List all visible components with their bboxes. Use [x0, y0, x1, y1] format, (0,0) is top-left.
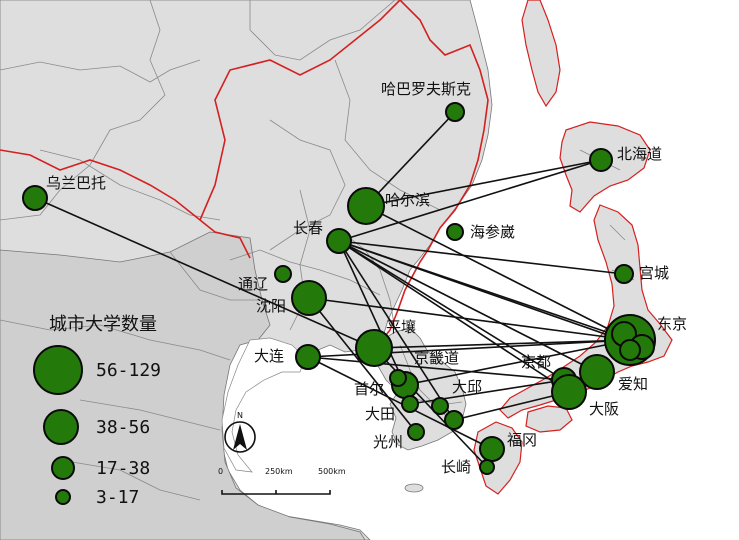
scale-label-0: 0 — [218, 467, 223, 476]
link-dalian-fukuoka — [307, 356, 493, 450]
city-node-harbarovsk[interactable] — [445, 102, 465, 122]
city-label-harbin: 哈尔滨 — [385, 191, 430, 209]
north-arrow-label: N — [237, 411, 243, 420]
north-arrow: N — [224, 411, 256, 453]
city-label-gyeonggi: 京畿道 — [414, 349, 459, 367]
network-links — [34, 111, 643, 468]
legend: 城市大学数量 56-129 38-56 17-38 3-17 — [33, 314, 161, 508]
sakhalin-island — [521, 0, 561, 108]
city-node-vladivostok[interactable] — [446, 223, 464, 241]
north-arrow-needle — [233, 424, 247, 450]
city-label-miyagi: 宫城 — [639, 264, 669, 282]
city-label-hokkaido: 北海道 — [617, 145, 662, 163]
legend-symbol-38-56 — [43, 409, 79, 445]
city-label-aichi: 爱知 — [618, 375, 648, 393]
city-node-harbin[interactable] — [347, 187, 385, 225]
city-label-daejeon: 大田 — [365, 405, 395, 423]
link-changchun-daegu — [338, 240, 455, 421]
north-arrow-ring — [224, 421, 256, 453]
scale-bar-line — [221, 490, 331, 495]
city-node-osaka[interactable] — [551, 374, 587, 410]
city-node-hokkaido[interactable] — [589, 148, 613, 172]
city-node-pyongyang[interactable] — [355, 329, 393, 367]
city-label-kyoto: 京都 — [521, 353, 551, 371]
legend-title: 城市大学数量 — [49, 314, 157, 335]
city-node-miyagi[interactable] — [614, 264, 634, 284]
city-node-changchun[interactable] — [326, 228, 352, 254]
link-changchun-seoul — [338, 240, 406, 386]
shikoku-island — [525, 405, 573, 433]
city-label-dalian: 大连 — [254, 347, 284, 365]
legend-label-38-56: 38-56 — [96, 417, 150, 438]
city-node-shenyang[interactable] — [291, 280, 327, 316]
city-label-daegu: 大邱 — [452, 378, 482, 396]
link-changchun-tokyo-2 — [338, 240, 643, 348]
city-node-daegu-a[interactable] — [431, 397, 449, 415]
city-label-tokyo: 东京 — [657, 315, 687, 333]
city-label-seoul: 首尔 — [354, 380, 384, 398]
city-node-gyeonggi[interactable] — [389, 369, 407, 387]
link-changchun-aichi — [338, 240, 598, 373]
neighbor-land-west — [0, 231, 366, 540]
city-node-aichi[interactable] — [579, 354, 615, 390]
link-changchun-hokkaido — [338, 159, 602, 242]
city-label-gwangju: 光州 — [373, 433, 403, 451]
legend-label-3-17: 3-17 — [96, 487, 139, 508]
link-shenyang-tokyo — [308, 297, 631, 341]
scale-bar: 0 250km 500km — [218, 467, 346, 495]
city-node-daegu[interactable] — [444, 410, 464, 430]
scale-label-500km: 500km — [318, 467, 346, 476]
city-label-shenyang: 沈阳 — [256, 297, 286, 315]
link-seoul-tokyo — [404, 339, 631, 386]
city-node-daejeon[interactable] — [401, 395, 419, 413]
city-label-pyongyang: 平壤 — [386, 318, 416, 336]
link-harbin-tokyo — [365, 205, 631, 341]
city-label-fukuoka: 福冈 — [507, 431, 537, 449]
scale-label-250km: 250km — [265, 467, 293, 476]
city-node-gwangju[interactable] — [407, 423, 425, 441]
legend-symbol-17-38 — [51, 456, 75, 480]
jeju-island — [404, 483, 424, 493]
link-pyongyang-tokyo — [373, 339, 631, 349]
link-changchun-kyoto — [338, 240, 565, 381]
city-label-harbarovsk: 哈巴罗夫斯克 — [381, 80, 471, 98]
link-harbin-hokkaido — [365, 159, 602, 207]
city-node-nagasaki[interactable] — [479, 459, 495, 475]
city-label-ulaanbaatar: 乌兰巴托 — [46, 174, 106, 192]
city-labels: 哈巴罗夫斯克 北海道 乌兰巴托 哈尔滨 长春 海参崴 宫城 通辽 沈阳 东京 平… — [46, 80, 687, 476]
link-shenyang-gwangju — [308, 297, 417, 433]
link-daegu-osaka — [453, 391, 570, 421]
link-harbin-harbarovsk — [365, 111, 456, 207]
city-node-ulaanbaatar[interactable] — [22, 185, 48, 211]
city-node-tokyo-4[interactable] — [619, 339, 641, 361]
city-node-tongliao[interactable] — [274, 265, 292, 283]
link-changchun-miyagi — [338, 240, 625, 275]
link-ulaanbaatar-pyongyang — [34, 197, 375, 349]
city-label-changchun: 长春 — [293, 219, 323, 237]
city-node-dalian[interactable] — [295, 344, 321, 370]
city-node-fukuoka[interactable] — [479, 436, 505, 462]
legend-label-17-38: 17-38 — [96, 458, 150, 479]
city-label-vladivostok: 海参崴 — [470, 223, 515, 241]
legend-symbol-56-129 — [33, 345, 83, 395]
city-label-nagasaki: 长崎 — [441, 458, 471, 476]
link-dalian-kyoto — [307, 356, 565, 381]
city-label-tongliao: 通辽 — [238, 275, 268, 293]
legend-label-56-129: 56-129 — [96, 360, 161, 381]
city-nodes — [22, 102, 656, 475]
link-pyongyang-nagasaki — [373, 347, 488, 468]
legend-symbol-3-17 — [55, 489, 71, 505]
city-label-osaka: 大阪 — [589, 400, 619, 418]
